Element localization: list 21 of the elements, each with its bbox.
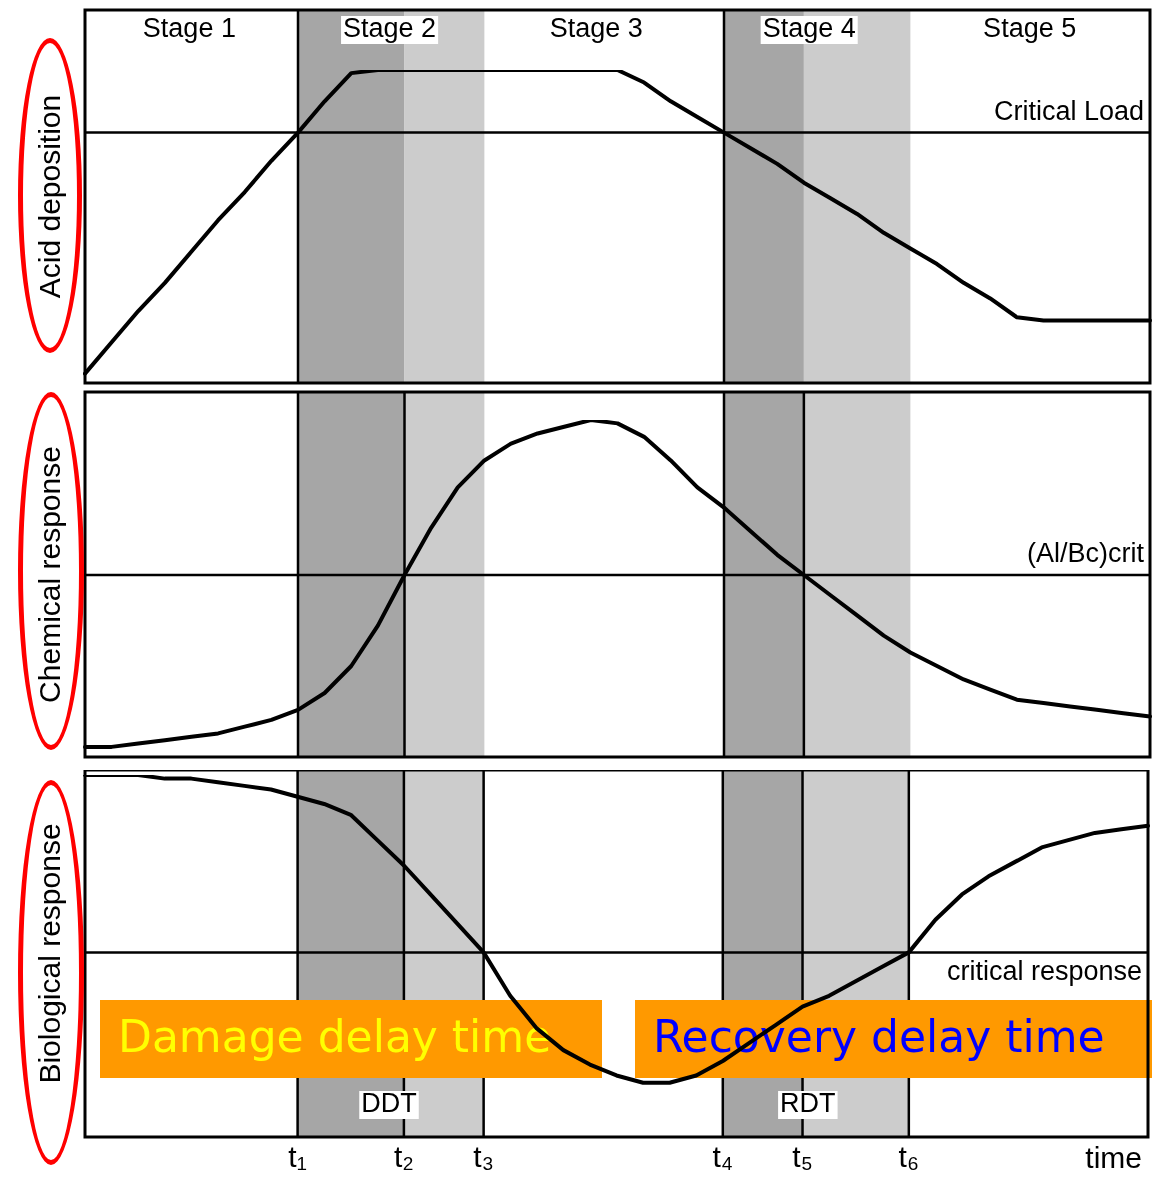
ref-line-label: Critical Load (993, 96, 1144, 127)
x-axis-title: time (1085, 1141, 1142, 1175)
annotation: RDT (780, 1088, 836, 1119)
text: Stage 2 (343, 13, 437, 44)
ref-line-label: critical response (946, 955, 1142, 986)
x-tick-label: t₅ (792, 1140, 813, 1174)
x-tick-label: t₆ (898, 1140, 920, 1174)
ref-line-label: (Al/Bc)crit (1027, 538, 1145, 569)
x-tick-label: t₂ (393, 1140, 414, 1174)
y-axis-title: Acid deposition (33, 94, 67, 299)
y-axis-title: Biological response (33, 823, 67, 1084)
x-tick-label: t₁ (288, 1140, 307, 1174)
text: Stage 5 (983, 13, 1077, 44)
annotation: DDT (361, 1088, 417, 1119)
text: Stage 3 (549, 13, 643, 44)
annotation: Damage delay time (118, 1011, 552, 1063)
text: Stage 1 (142, 13, 236, 44)
x-tick-label: t₃ (473, 1140, 494, 1174)
text: Stage 4 (762, 13, 856, 44)
y-axis-title: Chemical response (33, 446, 67, 703)
x-tick-label: t₄ (712, 1140, 734, 1174)
